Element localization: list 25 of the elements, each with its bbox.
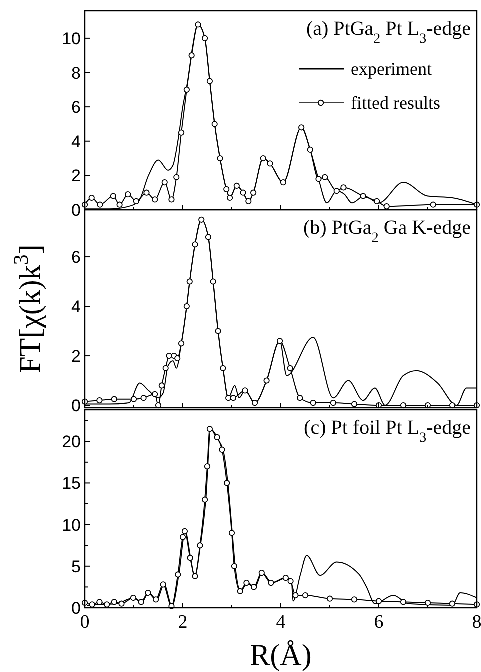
text: (c) Pt foil Pt L$_{3}$-edge (304, 417, 472, 446)
y-tick-label: 4 (72, 298, 81, 317)
x-tick-label: 4 (276, 612, 286, 633)
y-tick-label: 0 (72, 599, 81, 618)
y-tick-label: 2 (72, 166, 81, 186)
x-tick-label: 8 (472, 612, 481, 633)
legend-label: experiment (351, 59, 432, 79)
text: (b) PtGa$_{2}$ Ga K-edge (303, 217, 472, 246)
x-tick-label: 2 (178, 612, 188, 633)
x-tick-label: 6 (374, 612, 384, 633)
y-tick-label: 10 (62, 29, 81, 48)
y-tick-label: 6 (72, 248, 81, 268)
y-tick-label: 6 (72, 98, 81, 118)
y-tick-label: 0 (72, 201, 81, 220)
legend-label: fitted results (351, 93, 440, 113)
y-tick-label: 8 (72, 64, 81, 83)
y-tick-label: 4 (72, 132, 81, 152)
x-axis-title: R(Å) (250, 639, 312, 672)
y-tick-label: 15 (62, 474, 81, 494)
y-tick-label: 2 (72, 347, 81, 366)
y-tick-label: 5 (72, 557, 81, 576)
y-tick-label: 0 (72, 396, 81, 416)
y-tick-label: 10 (62, 516, 81, 535)
text: (a) PtGa$_{2}$ Pt L$_{3}$-edge (306, 18, 472, 46)
y-tick-label: 20 (62, 432, 81, 452)
